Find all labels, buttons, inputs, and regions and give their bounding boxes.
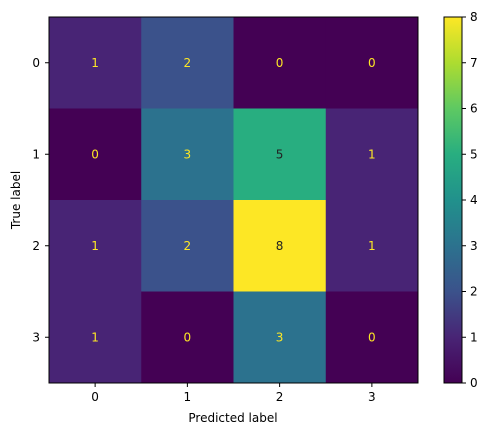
colorbar-tick-label: 8 xyxy=(470,10,478,24)
cell-value-label: 0 xyxy=(91,147,99,161)
heatmap-cell xyxy=(233,200,327,292)
y-axis-label: True label xyxy=(9,171,23,230)
x-axis-label: Predicted label xyxy=(188,411,277,425)
x-tick-label: 1 xyxy=(184,390,192,404)
heatmap-cell xyxy=(233,291,327,384)
x-tick-label: 0 xyxy=(91,390,99,404)
y-tick-label: 1 xyxy=(32,147,40,161)
cell-value-label: 0 xyxy=(368,56,376,70)
colorbar-tick-label: 5 xyxy=(470,147,478,161)
colorbar-tick-label: 1 xyxy=(470,330,478,344)
cell-value-label: 0 xyxy=(276,56,284,70)
heatmap-cell xyxy=(325,200,419,292)
cell-value-label: 1 xyxy=(91,239,99,253)
colorbar-tick-label: 3 xyxy=(470,239,478,253)
cell-value-label: 2 xyxy=(184,56,192,70)
cell-value-label: 3 xyxy=(184,147,192,161)
cell-value-label: 2 xyxy=(184,239,192,253)
y-tick-label: 2 xyxy=(32,239,40,253)
y-tick-label: 0 xyxy=(32,56,40,70)
colorbar-tick-label: 6 xyxy=(470,102,478,116)
cell-value-label: 0 xyxy=(184,330,192,344)
heatmap-cell xyxy=(141,108,234,201)
colorbar-tick-label: 2 xyxy=(470,285,478,299)
heatmap-cell xyxy=(49,17,142,109)
heatmap-cell xyxy=(325,291,419,384)
x-tick-label: 2 xyxy=(276,390,284,404)
colorbar-tick-label: 7 xyxy=(470,56,478,70)
heatmap-cell xyxy=(325,17,419,109)
y-axis-ticks: 0 1 2 3 xyxy=(32,56,49,344)
colorbar xyxy=(443,16,463,384)
heatmap-cell xyxy=(49,200,142,292)
colorbar-ticks: 0 1 2 3 4 5 6 7 8 xyxy=(462,10,478,390)
heatmap-cell xyxy=(233,17,327,109)
x-axis-ticks: 0 1 2 3 xyxy=(91,383,376,404)
heatmap-cell xyxy=(141,17,234,109)
colorbar-tick-label: 4 xyxy=(470,193,478,207)
cell-value-label: 0 xyxy=(368,330,376,344)
heatmap-cell xyxy=(141,291,234,384)
heatmap-cell xyxy=(325,108,419,201)
cell-value-label: 1 xyxy=(368,239,376,253)
cell-value-label: 1 xyxy=(368,147,376,161)
heatmap-cell xyxy=(233,108,327,201)
heatmap-cells xyxy=(49,17,419,384)
heatmap-cell xyxy=(49,108,142,201)
heatmap-cell xyxy=(49,291,142,384)
cell-value-label: 3 xyxy=(276,330,284,344)
cell-value-label: 5 xyxy=(276,147,284,161)
x-tick-label: 3 xyxy=(368,390,376,404)
y-tick-label: 3 xyxy=(32,330,40,344)
colorbar-tick-label: 0 xyxy=(470,376,478,390)
cell-value-label: 1 xyxy=(91,330,99,344)
heatmap-cell-labels: 1 2 0 0 0 3 5 1 1 2 8 1 1 0 3 0 xyxy=(91,56,375,345)
heatmap-cell xyxy=(141,200,234,292)
cell-value-label: 1 xyxy=(91,56,99,70)
heatmap-frame xyxy=(48,16,419,384)
cell-value-label: 8 xyxy=(276,239,284,253)
